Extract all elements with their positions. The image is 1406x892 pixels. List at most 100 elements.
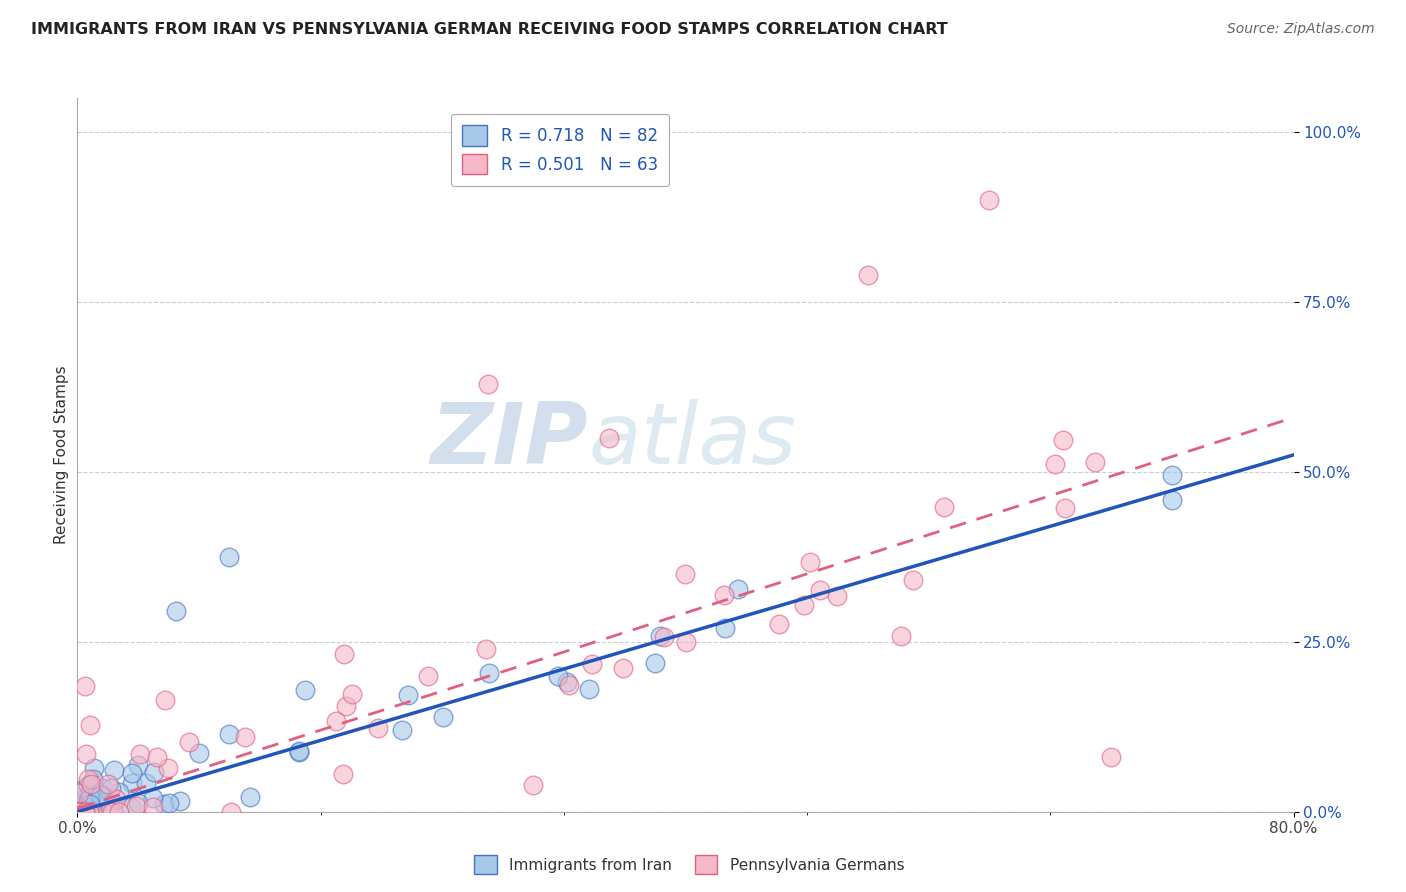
Point (67, 786, 90, 800)
Point (75, 747, 97, 761)
Point (127, 796, 149, 810)
Point (77, 800, 100, 814)
Point (127, 757, 149, 772)
Point (142, 800, 165, 814)
Point (153, 693, 176, 707)
Legend: R = 0.718   N = 82, R = 0.501   N = 63: R = 0.718 N = 82, R = 0.501 N = 63 (450, 113, 669, 186)
Point (675, 635, 697, 649)
Point (86, 805, 108, 819)
Point (79, 786, 101, 800)
Point (288, 745, 311, 759)
Point (979, 193, 1001, 207)
Point (558, 678, 581, 692)
Point (84, 795, 107, 809)
Point (398, 688, 420, 702)
Point (156, 761, 179, 775)
Point (69, 805, 91, 819)
Point (108, 805, 131, 819)
Point (165, 604, 187, 618)
Point (135, 775, 157, 789)
Point (82, 805, 104, 819)
Point (97, 805, 120, 819)
Point (188, 746, 211, 760)
Point (792, 598, 814, 612)
Point (67, 805, 90, 819)
Point (120, 800, 142, 814)
Text: atlas: atlas (588, 399, 796, 483)
Point (103, 763, 125, 777)
Point (932, 500, 955, 514)
Point (325, 714, 347, 728)
Point (294, 683, 316, 698)
Point (66, 805, 89, 819)
Point (219, 805, 242, 819)
Point (80, 805, 103, 819)
Point (1083, 455, 1105, 469)
Point (652, 630, 675, 644)
Point (101, 796, 124, 810)
Point (367, 721, 389, 735)
Point (478, 666, 501, 681)
Point (648, 629, 671, 643)
Point (612, 661, 634, 675)
Point (799, 555, 821, 569)
Point (100, 780, 122, 795)
Point (808, 583, 831, 598)
Point (1045, 457, 1067, 471)
Point (96, 805, 118, 819)
Point (83, 805, 105, 819)
Point (80, 788, 103, 802)
Point (218, 727, 240, 741)
Point (84, 805, 107, 819)
Point (66, 805, 89, 819)
Point (125, 799, 148, 814)
Text: IMMIGRANTS FROM IRAN VS PENNSYLVANIA GERMAN RECEIVING FOOD STAMPS CORRELATION CH: IMMIGRANTS FROM IRAN VS PENNSYLVANIA GER… (31, 22, 948, 37)
Point (91, 805, 114, 819)
Point (827, 590, 849, 604)
Point (522, 778, 544, 792)
Point (73, 805, 96, 819)
Point (67, 805, 90, 819)
Point (391, 723, 413, 737)
Point (96, 776, 118, 790)
Point (121, 766, 143, 780)
Point (477, 376, 499, 391)
Point (288, 744, 311, 758)
Point (72, 805, 94, 819)
Point (73, 789, 96, 803)
Point (101, 805, 124, 819)
Point (77, 794, 100, 808)
Point (67, 799, 90, 814)
Point (555, 674, 578, 689)
Point (333, 648, 356, 662)
Point (79, 718, 101, 732)
Point (82, 788, 104, 802)
Point (73, 679, 96, 693)
Point (82, 805, 104, 819)
Point (67, 805, 90, 819)
Point (1054, 500, 1077, 515)
Point (153, 797, 176, 811)
Point (335, 699, 357, 714)
Point (578, 681, 600, 696)
Point (644, 656, 666, 670)
Point (80, 805, 103, 819)
Point (121, 776, 143, 790)
Point (72, 805, 94, 819)
Point (96, 805, 118, 819)
Point (80, 800, 103, 814)
Point (91, 781, 114, 796)
Point (73, 805, 96, 819)
Point (581, 657, 603, 671)
Point (416, 669, 439, 683)
Point (73, 805, 96, 819)
Point (598, 431, 620, 445)
Point (1161, 468, 1184, 483)
Point (105, 792, 128, 806)
Point (142, 790, 165, 805)
Point (79, 791, 101, 805)
Point (233, 730, 256, 744)
Point (218, 549, 240, 564)
Point (1052, 433, 1074, 447)
Point (129, 747, 152, 761)
